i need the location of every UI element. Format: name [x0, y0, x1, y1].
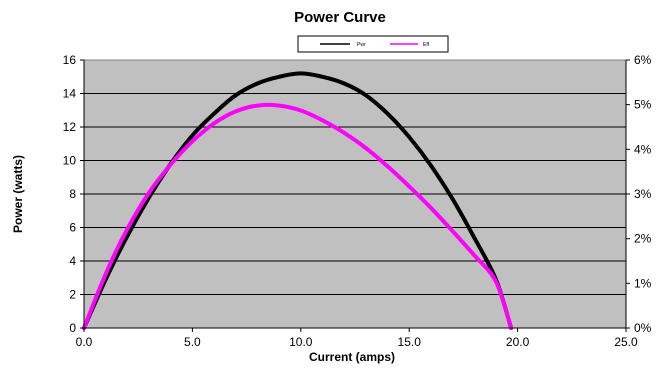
x-ticks: 0.0 5.0 10.0 15.0 20.0 25.0 [76, 328, 638, 349]
x-tick-label-4: 20.0 [506, 335, 530, 349]
y2-tick-label-0: 0% [634, 321, 652, 335]
y-tick-label-8: 16 [63, 53, 77, 67]
y-tick-label-2: 4 [69, 254, 76, 268]
y-tick-label-0: 0 [69, 321, 76, 335]
series-layer [82, 71, 514, 330]
y2-tick-label-6: 6% [634, 53, 652, 67]
x-axis-label: Current (amps) [309, 350, 395, 364]
x-tick-label-0: 0.0 [76, 335, 93, 349]
y2-tick-label-1: 1% [634, 276, 652, 290]
y2-tick-label-4: 4% [634, 142, 652, 156]
x-tick-label-2: 10.0 [289, 335, 313, 349]
y-ticks: 0 2 4 6 8 10 12 14 16 [63, 53, 84, 335]
x-tick-label-3: 15.0 [398, 335, 422, 349]
chart-title: Power Curve [294, 9, 386, 26]
legend-label-eff: Eff [423, 42, 430, 48]
legend-box [297, 35, 449, 53]
y-tick-label-5: 10 [63, 154, 77, 168]
x-tick-label-5: 25.0 [614, 335, 638, 349]
y-tick-label-7: 14 [63, 87, 77, 101]
y-tick-label-3: 6 [69, 221, 76, 235]
series-line-eff [82, 102, 514, 330]
legend: Pwr Eff [297, 35, 449, 53]
legend-label-pwr: Pwr [357, 42, 366, 48]
y2-tick-label-5: 5% [634, 98, 652, 112]
y-axis-label: Power (watts) [11, 155, 25, 233]
y2-tick-label-2: 2% [634, 232, 652, 246]
y-tick-label-4: 8 [69, 187, 76, 201]
y-tick-label-1: 2 [69, 288, 76, 302]
y2-ticks: 0% 1% 2% 3% 4% 5% 6% [626, 53, 652, 335]
y2-tick-label-3: 3% [634, 187, 652, 201]
y-tick-label-6: 12 [63, 120, 77, 134]
x-tick-label-1: 5.0 [184, 335, 201, 349]
